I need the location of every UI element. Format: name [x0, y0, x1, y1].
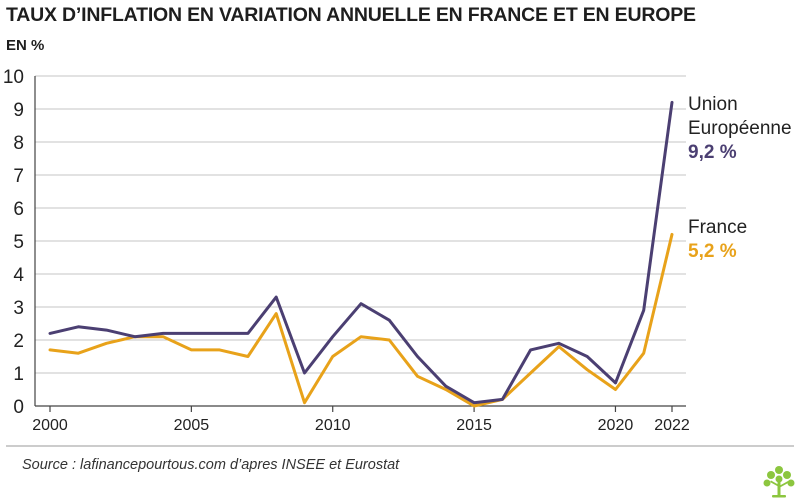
eu-end-value-label: 9,2 % [688, 142, 737, 163]
axes: 0 1 2 3 4 5 6 7 8 9 10 2000 2005 2010 2015 2020 2022 [3, 67, 690, 434]
x-tick-label: 2000 [32, 417, 68, 434]
eu-end-label-line1: Union [688, 94, 738, 115]
chart-title: TAUX D’INFLATION EN VARIATION ANNUELLE E… [6, 4, 696, 26]
y-tick-label: 9 [13, 100, 24, 121]
france-end-label-line1: France [688, 217, 747, 238]
y-tick-label: 6 [13, 199, 24, 220]
y-tick-label: 0 [13, 397, 24, 418]
france-end-value-label: 5,2 % [688, 241, 737, 262]
y-tick-label: 7 [13, 166, 24, 187]
x-tick-label: 2010 [315, 417, 351, 434]
y-tick-label: 10 [3, 67, 24, 88]
x-tick-label: 2022 [654, 417, 690, 434]
y-tick-label: 5 [13, 232, 24, 253]
y-tick-label: 4 [13, 265, 24, 286]
series-line-union-europeenne [48, 100, 674, 405]
series-line-france [48, 232, 674, 408]
grid-lines [35, 75, 686, 407]
source-note: Source : lafinancepourtous.com d’apres I… [22, 457, 400, 473]
y-tick-label: 1 [13, 364, 24, 385]
y-tick-label: 3 [13, 298, 24, 319]
series-end-labels: Union Européenne 9,2 % France 5,2 % [688, 94, 792, 262]
y-axis-unit-label: EN % [6, 37, 45, 54]
x-tick-label: 2020 [598, 417, 634, 434]
eu-end-label-line2: Européenne [688, 118, 792, 139]
x-tick-label: 2015 [456, 417, 492, 434]
x-tick-label: 2005 [174, 417, 210, 434]
y-tick-label: 8 [13, 133, 24, 154]
tree-logo-icon [763, 466, 795, 498]
y-tick-label: 2 [13, 331, 24, 352]
series-lines [48, 100, 674, 408]
